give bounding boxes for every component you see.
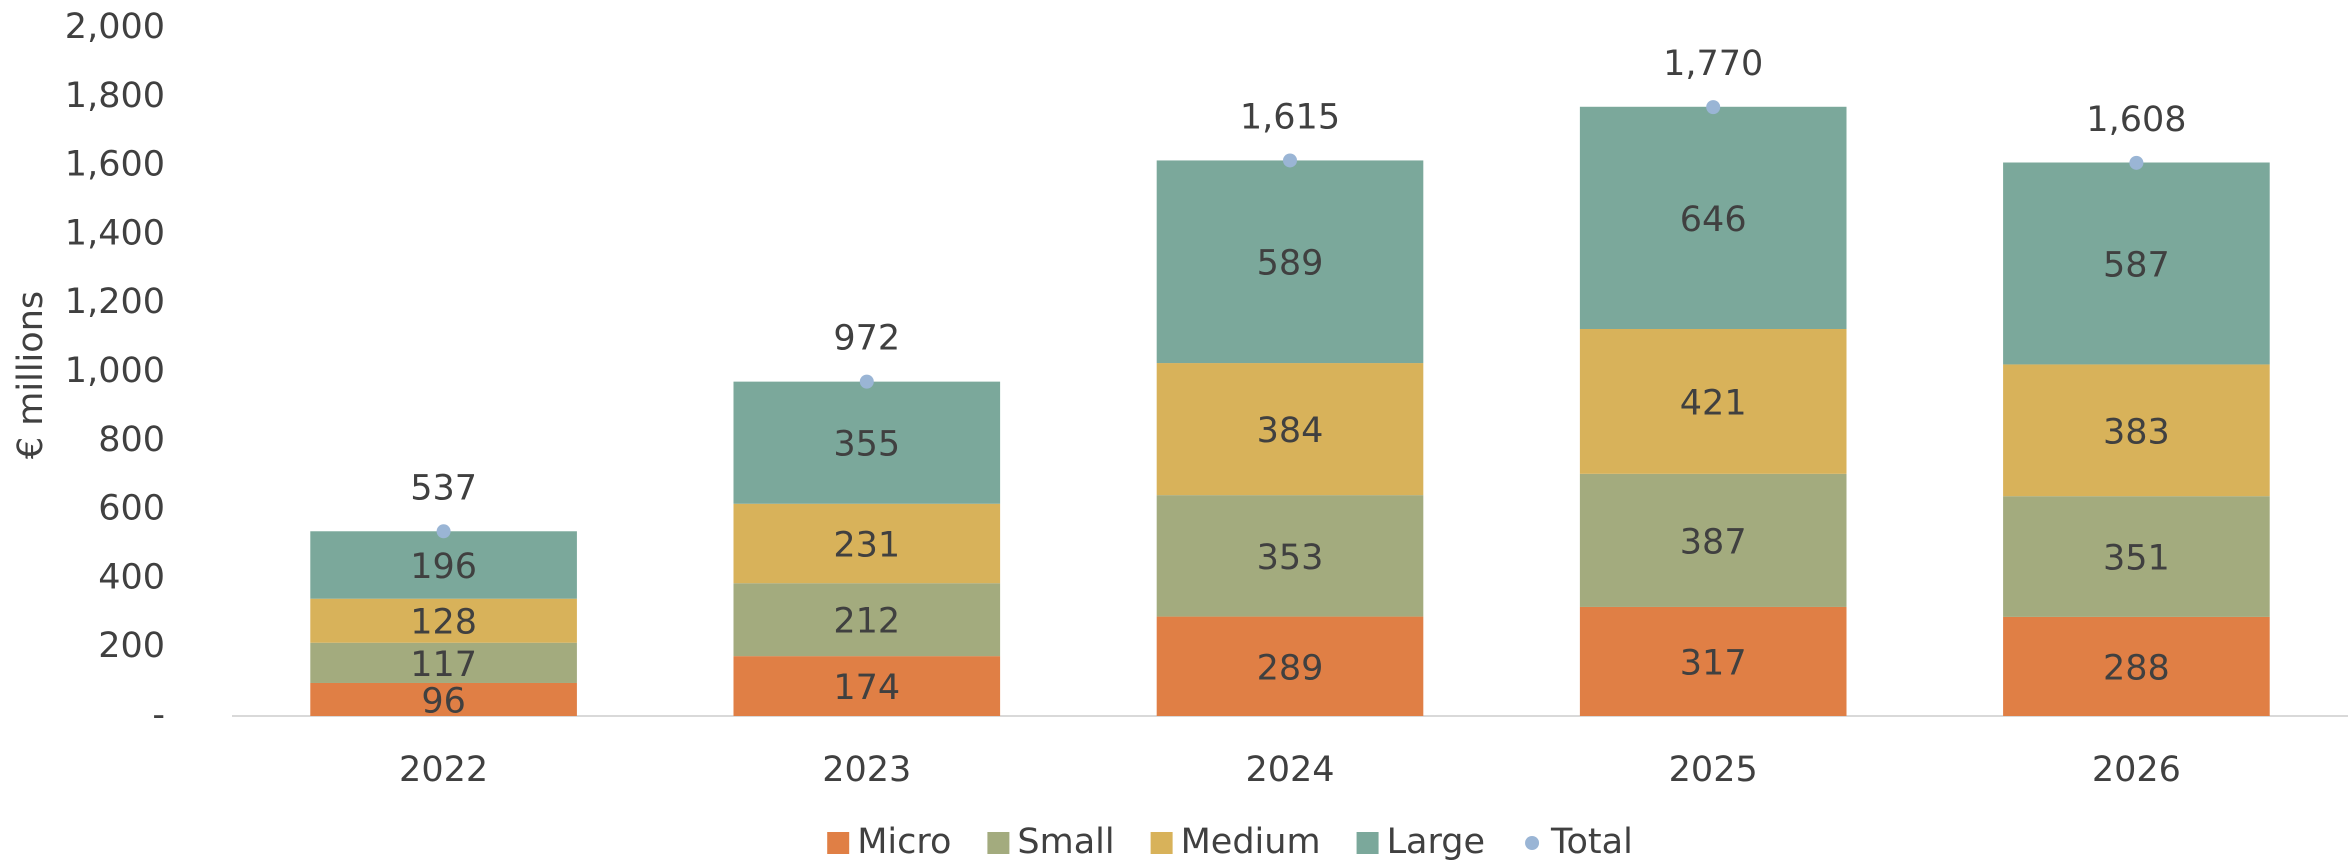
y-tick-label: - (152, 695, 165, 735)
y-tick-label: 800 (98, 420, 165, 460)
bar-segment (2003, 364, 2270, 497)
segment-label: 355 (833, 425, 900, 465)
bar-segment (1156, 160, 1424, 364)
total-point (436, 524, 451, 539)
segment-label: 317 (1680, 643, 1747, 683)
segment-label: 589 (1257, 244, 1324, 284)
bar-segment (733, 656, 1001, 716)
legend-swatch (1356, 832, 1379, 854)
segment-label: 421 (1680, 383, 1747, 423)
y-tick-label: 1,800 (65, 76, 165, 116)
bar-segment (1579, 329, 1847, 474)
segment-label: 96 (421, 681, 466, 721)
segment-label: 288 (2103, 648, 2170, 688)
bar-segment (1579, 473, 1847, 607)
bar-segment (2003, 616, 2270, 716)
legend-label: Micro (857, 822, 951, 862)
legend-label: Large (1387, 822, 1485, 862)
y-tick-label: 400 (98, 557, 165, 597)
total-label: 972 (833, 319, 900, 359)
legend-swatch (1150, 832, 1173, 854)
bar-segment (310, 531, 577, 599)
y-tick-label: 2,000 (65, 7, 165, 47)
bar-segment (733, 583, 1001, 657)
segment-label: 196 (410, 547, 477, 587)
total-point (1283, 153, 1297, 168)
y-tick-label: 200 (98, 626, 165, 666)
bar-segment (733, 381, 1001, 504)
bar-segment (2003, 496, 2270, 617)
y-tick-label: 1,400 (65, 213, 165, 253)
x-tick-label: 2026 (2092, 750, 2181, 790)
y-tick-label: 600 (98, 489, 165, 529)
bar-segment (310, 598, 577, 643)
segment-label: 383 (2103, 412, 2170, 452)
bar-segment (1156, 616, 1424, 716)
segment-label: 387 (1680, 522, 1747, 562)
segment-label: 231 (833, 525, 900, 565)
total-label: 1,770 (1663, 44, 1763, 84)
y-tick-label: 1,000 (65, 351, 165, 391)
legend-label: Total (1550, 822, 1633, 862)
y-tick-label: 1,600 (65, 145, 165, 185)
total-label: 1,615 (1240, 97, 1340, 137)
segment-label: 289 (1257, 648, 1324, 688)
x-tick-label: 2024 (1245, 750, 1334, 790)
legend-label: Medium (1181, 822, 1321, 862)
x-tick-label: 2023 (822, 750, 911, 790)
segment-label: 174 (833, 668, 900, 708)
y-tick-label: 1,200 (65, 282, 165, 322)
total-point (859, 374, 874, 389)
bar-segment (1579, 106, 1847, 329)
legend-swatch (1525, 836, 1540, 850)
bar-segment (733, 503, 1001, 584)
y-axis-title: € millions (11, 291, 51, 459)
segment-label: 587 (2103, 245, 2170, 285)
bar-segment (2003, 162, 2270, 365)
segment-label: 351 (2103, 539, 2170, 579)
bar-segment (1579, 606, 1847, 716)
segment-label: 353 (1257, 538, 1324, 578)
segment-label: 646 (1680, 200, 1747, 240)
total-point (2129, 155, 2144, 170)
legend-label: Small (1017, 822, 1114, 862)
bar-segment (310, 682, 577, 716)
total-label: 1,608 (2086, 100, 2186, 140)
x-tick-label: 2022 (399, 750, 488, 790)
total-label: 537 (410, 468, 477, 508)
legend-swatch (987, 832, 1010, 854)
bar-segment (310, 642, 577, 683)
segment-label: 128 (410, 603, 477, 643)
bar-segment (1156, 363, 1424, 496)
segment-label: 212 (833, 602, 900, 642)
total-point (1706, 100, 1721, 115)
segment-label: 384 (1257, 411, 1324, 451)
segment-label: 117 (410, 645, 477, 685)
legend-swatch (827, 832, 850, 854)
x-tick-label: 2025 (1669, 750, 1758, 790)
bar-segment (1156, 495, 1424, 617)
